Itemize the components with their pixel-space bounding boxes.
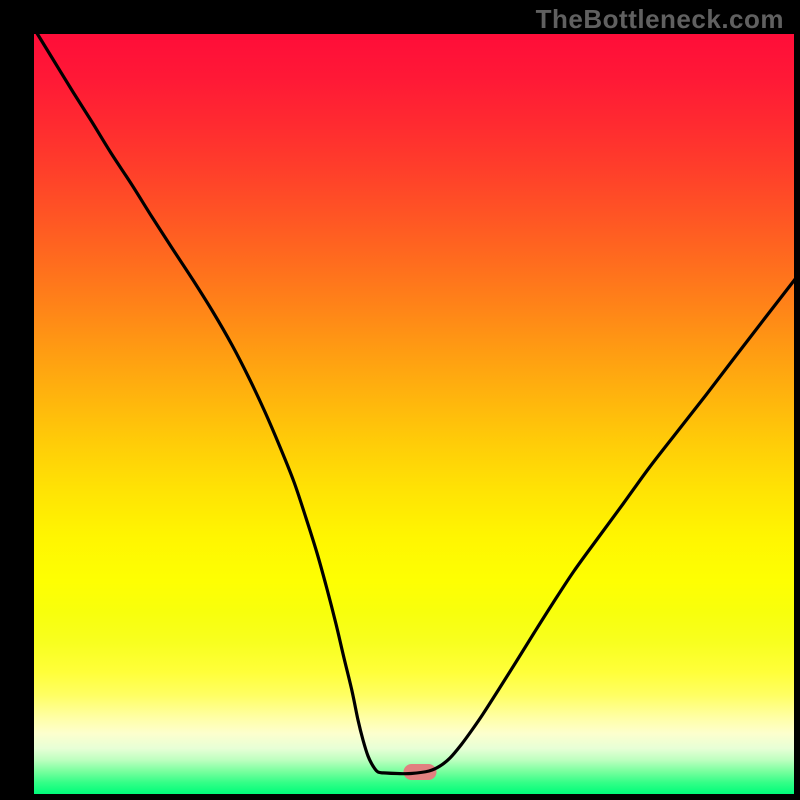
plot-area [34, 34, 794, 794]
chart-canvas: TheBottleneck.com [0, 0, 800, 800]
watermark-text: TheBottleneck.com [536, 4, 784, 35]
